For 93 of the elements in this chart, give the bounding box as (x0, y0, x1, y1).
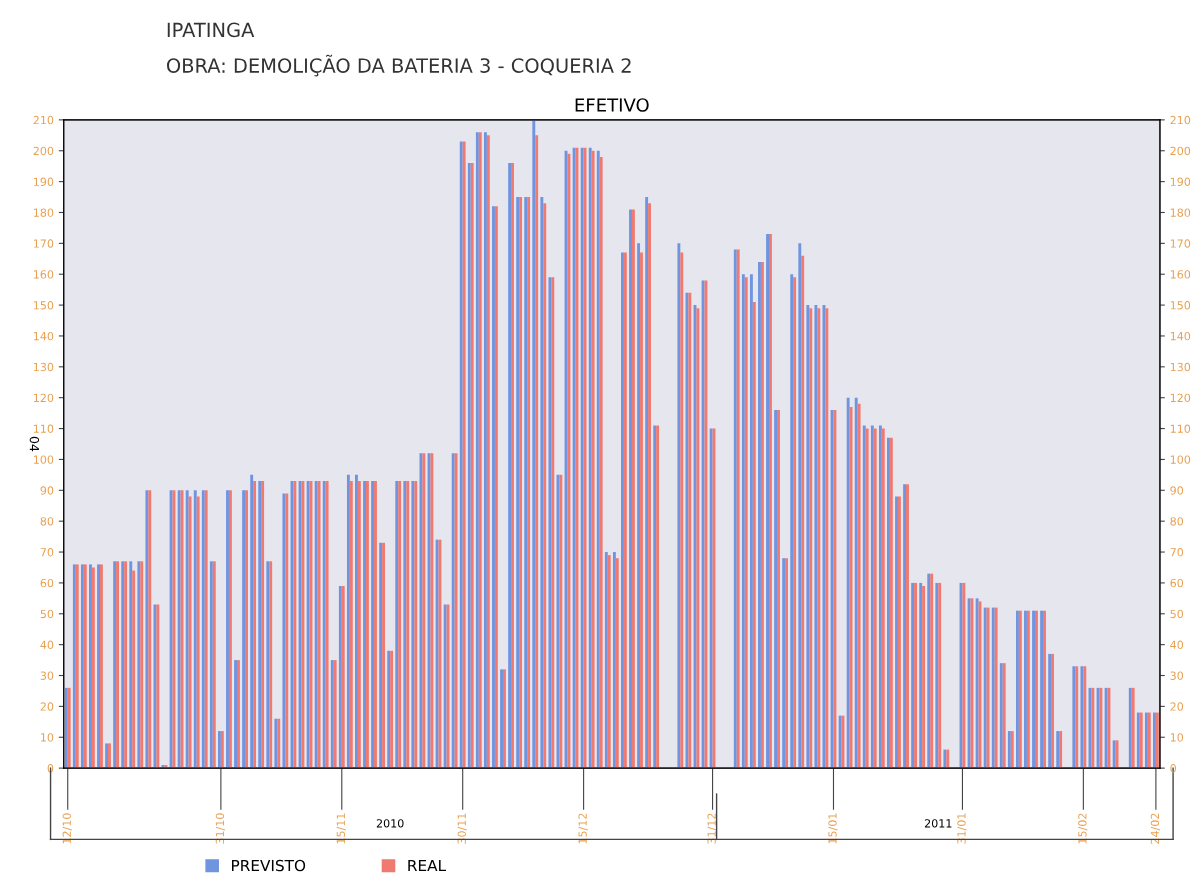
y-tick-label: 30 (40, 671, 54, 680)
y2-tick-label: 210 (1170, 115, 1191, 125)
y-tick-label: 190 (34, 177, 54, 186)
bar (349, 481, 353, 769)
text: 2010 (376, 819, 404, 828)
y2-tick-label: 140 (1170, 331, 1191, 341)
bar (645, 197, 649, 769)
y-tick-label: 200 (33, 146, 54, 156)
y-tick-label: 140 (34, 331, 54, 341)
text: 2011 (924, 819, 952, 828)
y2-tick-label: 60 (1170, 578, 1184, 588)
bar (857, 403, 861, 769)
bar (615, 558, 619, 769)
y2-tick-label: 190 (1170, 177, 1191, 186)
bar (253, 481, 257, 769)
y2-tick-label: 50 (1170, 609, 1184, 619)
bar (196, 496, 200, 769)
bar (535, 135, 539, 769)
y2-tick-label: 120 (1170, 393, 1191, 403)
y-tick-label: 0 (47, 764, 54, 773)
legend-label: PREVISTO (232, 859, 306, 872)
y2-tick-label: 20 (1170, 702, 1184, 711)
bar (185, 490, 189, 769)
y2-tick-label: 80 (1170, 517, 1184, 526)
y-tick-label: 60 (40, 578, 54, 588)
text: IPATINGA (167, 22, 255, 38)
y-axis-title: 04 (29, 436, 40, 452)
y2-tick-label: 10 (1170, 733, 1184, 742)
y2-tick-label: 200 (1170, 146, 1191, 156)
y-tick-label: 90 (40, 486, 54, 495)
y2-tick-label: 90 (1170, 486, 1184, 495)
y-tick-label: 170 (34, 239, 54, 248)
bar (129, 561, 133, 769)
bar (596, 150, 600, 769)
bar (677, 243, 681, 769)
bar (250, 474, 254, 769)
y-tick-label: 120 (34, 393, 54, 403)
bar (357, 481, 361, 769)
y2-tick-label: 160 (1170, 270, 1191, 279)
bar (798, 243, 802, 769)
y2-tick-label: 150 (1170, 301, 1191, 310)
bar (922, 586, 926, 769)
x-tick-label: 15/11 (336, 813, 346, 844)
bar (919, 582, 923, 769)
y-tick-label: 20 (40, 702, 54, 711)
bar (132, 570, 136, 769)
y2-tick-label: 0 (1170, 764, 1176, 773)
bar (612, 552, 616, 769)
bar (193, 490, 197, 769)
chart-title: EFETIVO (575, 98, 649, 112)
x-tick-label: 15/12 (578, 813, 588, 844)
x-tick-label: 12/10 (62, 813, 72, 844)
bar (355, 474, 358, 769)
y-tick-label: 160 (34, 270, 54, 279)
y-tick-label: 180 (34, 208, 54, 217)
y-tick-label: 210 (33, 115, 54, 125)
bar (680, 252, 684, 769)
bar (849, 406, 853, 769)
y-tick-label: 150 (34, 301, 54, 310)
bar (854, 397, 858, 769)
bar (188, 496, 192, 769)
bar (640, 252, 643, 769)
y-tick-label: 10 (41, 733, 54, 742)
x-tick-label: 15/01 (828, 813, 838, 844)
y2-tick-label: 100 (1170, 455, 1191, 464)
bar (648, 203, 651, 769)
y-tick-label: 50 (40, 609, 54, 619)
x-tick-label: 15/02 (1078, 813, 1088, 844)
bar (637, 243, 641, 769)
y-tick-label: 130 (34, 362, 54, 372)
y2-tick-label: 70 (1170, 548, 1184, 557)
bar (801, 255, 805, 769)
y2-tick-label: 130 (1170, 362, 1191, 372)
bar (532, 119, 536, 769)
bar (346, 474, 350, 769)
y-tick-label: 70 (40, 548, 54, 557)
y-tick-label: 110 (34, 424, 54, 433)
legend-label: REAL (408, 859, 446, 872)
bar (599, 156, 603, 769)
bar (543, 203, 547, 769)
bar (846, 397, 850, 769)
y2-tick-label: 110 (1170, 424, 1191, 433)
y-tick-label: 100 (34, 455, 54, 464)
bar (752, 302, 756, 769)
y2-tick-label: 40 (1170, 640, 1184, 650)
y-tick-label: 80 (40, 517, 54, 526)
y2-tick-label: 170 (1170, 239, 1191, 248)
bar (749, 274, 753, 769)
text: OBRA: DEMOLIÇÃO DA BATERIA 3 - COQUERIA 2 (166, 54, 631, 77)
y2-tick-label: 30 (1170, 671, 1184, 680)
y2-tick-label: 180 (1170, 208, 1191, 217)
bar (540, 197, 544, 769)
y-tick-label: 40 (40, 640, 54, 650)
